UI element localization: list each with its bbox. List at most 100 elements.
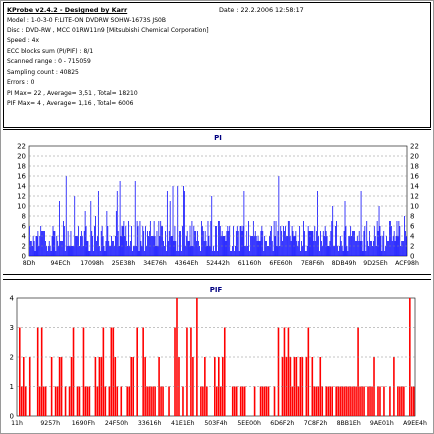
bar (297, 386, 300, 416)
bar (176, 298, 178, 416)
info-pif-stats: PIF Max= 4 , Average= 1,16 , Total= 6006 (7, 100, 134, 107)
bar (173, 241, 175, 256)
bar (86, 386, 89, 416)
bar (184, 246, 186, 256)
bar (272, 251, 274, 256)
bar (381, 251, 383, 256)
bar (207, 221, 209, 256)
bar (84, 211, 86, 256)
bar (319, 357, 322, 416)
bar (244, 246, 246, 256)
bar (192, 246, 194, 256)
bar (86, 241, 88, 256)
bar (193, 226, 195, 256)
bar (76, 236, 78, 256)
bar (217, 251, 218, 256)
bar (130, 241, 131, 256)
bar (216, 226, 217, 256)
info-pi-stats: PI Max= 22 , Average= 3,51 , Total= 1821… (7, 90, 138, 97)
bar (80, 236, 81, 256)
bar (367, 241, 369, 256)
bar (172, 186, 174, 256)
bar (76, 386, 79, 416)
bar (113, 241, 114, 256)
bar (295, 357, 298, 416)
bar (79, 246, 80, 256)
bar (183, 186, 184, 256)
y-tick-label-right: 8 (410, 213, 414, 221)
bar (68, 386, 71, 416)
bar (146, 386, 148, 416)
bar (263, 251, 265, 256)
bar (281, 231, 283, 256)
bar (99, 251, 101, 256)
bar (82, 246, 84, 256)
bar (387, 241, 388, 256)
bar (397, 386, 399, 416)
bar (372, 246, 373, 256)
y-tick-label-right: 6 (410, 223, 415, 231)
bar (304, 251, 306, 256)
bar (104, 251, 106, 256)
bar (233, 386, 236, 416)
x-tick-label: 34E76h (143, 260, 167, 267)
bar (305, 251, 307, 256)
bar (235, 386, 238, 416)
bar (56, 236, 58, 256)
bar (298, 241, 300, 256)
bar (363, 386, 365, 416)
bar (42, 386, 45, 416)
bar (90, 201, 92, 256)
bar (160, 221, 162, 256)
bar (144, 251, 146, 256)
bar (268, 246, 269, 256)
bar (108, 386, 111, 416)
bar (206, 386, 208, 416)
bar (323, 236, 325, 256)
bar (29, 241, 31, 256)
x-tick-label: 41E1Eh (171, 420, 195, 427)
bar (105, 241, 107, 256)
bar (110, 246, 112, 256)
bar (307, 327, 310, 416)
bar (243, 191, 245, 256)
bar (85, 226, 87, 256)
bar (275, 221, 277, 256)
bar (133, 246, 135, 256)
bar (329, 241, 331, 256)
chart-title-pif: PIF (210, 286, 223, 294)
bar (351, 386, 353, 416)
bar (245, 246, 247, 256)
bar (50, 251, 52, 256)
bar (84, 386, 87, 416)
bar (326, 236, 328, 256)
bar (204, 231, 206, 256)
bar (235, 246, 236, 256)
bar (377, 231, 379, 256)
bar (236, 226, 238, 256)
bar (151, 236, 153, 256)
bar (195, 231, 197, 256)
bar (261, 386, 264, 416)
bar (223, 236, 225, 256)
bar (324, 226, 326, 256)
bar (165, 231, 166, 256)
bar (75, 236, 77, 256)
bar (149, 221, 151, 256)
bar (36, 327, 39, 416)
bar (72, 327, 75, 416)
bar (39, 236, 41, 256)
bar (111, 236, 112, 256)
bar (194, 231, 196, 256)
bar (100, 231, 102, 256)
bar (108, 241, 110, 256)
bar (211, 196, 213, 256)
x-tick-label: 61160h (238, 260, 262, 267)
bar (336, 221, 337, 256)
bar (261, 226, 263, 256)
bar (67, 231, 69, 256)
bar (47, 246, 49, 256)
bar (291, 226, 293, 256)
bar (285, 226, 286, 256)
bar (345, 226, 347, 256)
